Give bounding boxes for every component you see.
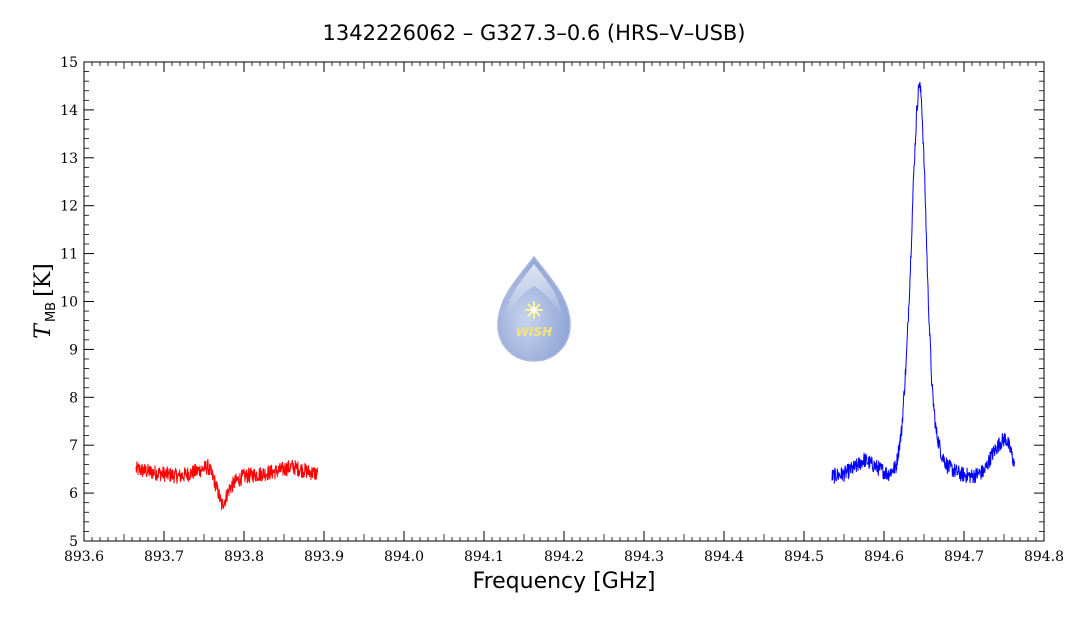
x-tick-label: 893.6 — [64, 549, 104, 565]
y-tick-label: 11 — [60, 247, 78, 263]
star-icon — [525, 301, 543, 319]
x-tick-label: 894.7 — [944, 549, 984, 565]
chart-title: 1342226062 – G327.3–0.6 (HRS–V–USB) — [323, 21, 746, 45]
y-tick-label: 12 — [60, 199, 78, 215]
y-tick-label: 14 — [60, 103, 78, 119]
y-tick-label: 5 — [69, 534, 78, 550]
y-tick-label: 9 — [69, 342, 78, 358]
y-axis-label-main: T — [31, 322, 56, 339]
axes-layer: 893.6 893.7 893.8 893.9 894.0 894.1 894.2 894.3… — [60, 55, 1064, 565]
x-tick-label: 894.8 — [1024, 549, 1064, 565]
x-axis-label: Frequency [GHz] — [473, 569, 656, 594]
x-tick-label: 893.9 — [304, 549, 344, 565]
x-tick-label: 894.0 — [384, 549, 424, 565]
x-tick-label: 894.5 — [784, 549, 824, 565]
x-tick-label: 894.3 — [624, 549, 664, 565]
x-tick-label: 894.6 — [864, 549, 904, 565]
y-tick-label: 7 — [69, 438, 78, 454]
wish-logo: WISH — [497, 255, 571, 362]
svg-text:TMB[K]: TMB [K] — [31, 263, 59, 338]
x-tick-label: 893.7 — [144, 549, 184, 565]
wish-logo-text: WISH — [516, 325, 552, 339]
series-layer — [135, 82, 1015, 511]
y-axis-label-unit: [K] — [31, 263, 56, 297]
y-tick-label: 8 — [69, 390, 78, 406]
x-tick-label: 893.8 — [224, 549, 264, 565]
y-tick-label: 6 — [69, 486, 78, 502]
x-tick-label: 894.2 — [544, 549, 584, 565]
y-tick-label: 15 — [60, 55, 78, 71]
series-line-1 — [135, 458, 319, 511]
y-axis-label-subscript: MB — [44, 302, 59, 322]
y-tick-label: 13 — [60, 151, 78, 167]
y-axis-label: TMB [K] — [31, 263, 59, 338]
x-tick-label: 894.4 — [704, 549, 744, 565]
y-tick-label: 10 — [60, 295, 78, 311]
x-tick-label: 894.1 — [464, 549, 504, 565]
series-line-2 — [831, 82, 1015, 484]
